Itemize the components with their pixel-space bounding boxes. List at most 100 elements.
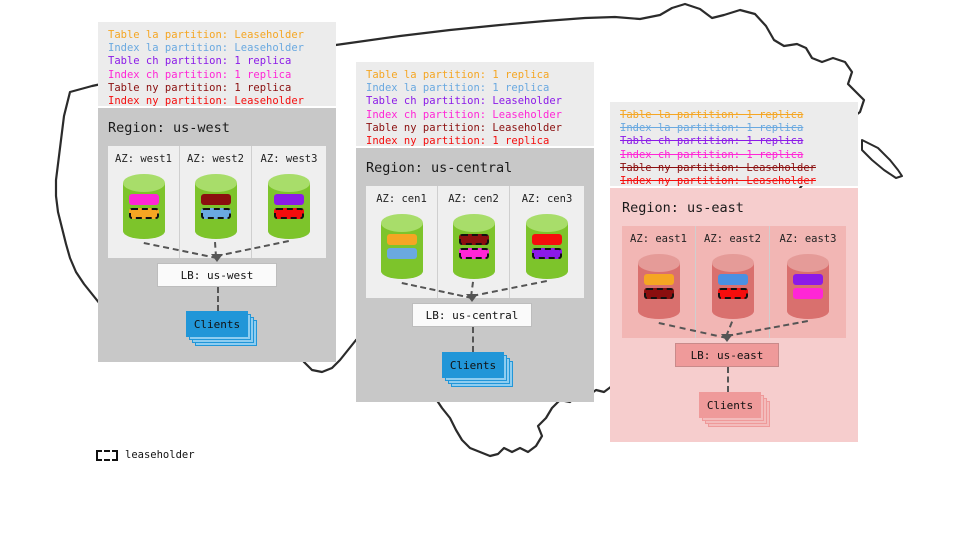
database-node-icon — [787, 254, 829, 319]
clients-stack-us-central[interactable]: Clients — [442, 352, 514, 388]
database-node-icon — [380, 214, 423, 279]
az-cell-west1[interactable]: AZ: west1 — [108, 146, 180, 258]
region-title-us-east: Region: us-east — [622, 200, 744, 216]
replica-table-ch-leaseholder — [532, 248, 562, 259]
replica-stripes — [200, 194, 231, 219]
az-cell-east3[interactable]: AZ: east3 — [770, 226, 846, 338]
replica-table-ny-leaseholder — [643, 288, 674, 299]
lb-to-clients-connector — [472, 327, 474, 352]
replica-table-ch — [274, 194, 304, 205]
replica-index-ch-leaseholder — [458, 248, 489, 259]
replica-stripes — [274, 194, 304, 219]
replica-stripes — [532, 234, 562, 259]
cylinder-top — [380, 214, 423, 232]
clients-box-us-central[interactable]: Clients — [442, 352, 504, 378]
partition-info-box-us-east: Table la partition: 1 replica Index la pa… — [610, 102, 858, 188]
lb-arrow-icon — [466, 294, 478, 302]
lb-to-clients-connector — [727, 367, 729, 392]
database-node-icon — [194, 174, 237, 239]
lb-to-clients-connector — [217, 287, 219, 311]
replica-index-la — [717, 274, 748, 285]
partition-info-line: Index la partition: 1 replica — [366, 82, 550, 95]
partition-info-line: Index ny partition: 1 replica — [366, 135, 550, 148]
database-node-icon — [526, 214, 568, 279]
az-cell-cen3[interactable]: AZ: cen3 — [510, 186, 584, 298]
clients-box-us-east[interactable]: Clients — [699, 392, 761, 418]
partition-info-line: Table la partition: 1 replica — [366, 69, 550, 81]
az-cell-east1[interactable]: AZ: east1 — [622, 226, 696, 338]
replica-index-ch — [793, 288, 823, 299]
az-row-us-east: AZ: east1 AZ: east2 AZ: east3 — [622, 226, 846, 338]
az-cell-cen2[interactable]: AZ: cen2 — [438, 186, 510, 298]
region-title-us-west: Region: us-west — [108, 120, 230, 136]
load-balancer-us-west[interactable]: LB: us-west — [157, 263, 277, 287]
cylinder-top — [526, 214, 568, 232]
az-label: AZ: cen2 — [448, 193, 499, 205]
replica-index-ny-leaseholder — [274, 208, 304, 219]
replica-stripes — [643, 274, 674, 299]
partition-info-line: Table ch partition: Leaseholder — [366, 95, 562, 108]
replica-index-ny — [532, 234, 562, 245]
replica-table-ny — [200, 194, 231, 205]
replica-index-ny-leaseholder — [717, 288, 748, 299]
az-label: AZ: west3 — [260, 153, 318, 165]
partition-info-box-us-west: Table la partition: Leaseholder Index la … — [98, 22, 336, 108]
replica-table-la — [386, 234, 417, 245]
az-label: AZ: cen3 — [521, 193, 573, 205]
partition-info-line: Table ny partition: Leaseholder — [620, 161, 816, 174]
replica-index-la-leaseholder — [200, 208, 231, 219]
partition-info-line: Index ch partition: Leaseholder — [366, 108, 562, 121]
partition-info-line: Index ch partition: 1 replica — [620, 148, 804, 161]
replica-stripes — [717, 274, 748, 299]
cylinder-top — [637, 254, 680, 272]
partition-info-line: Table ny partition: Leaseholder — [366, 121, 562, 134]
clients-stack-us-west[interactable]: Clients — [186, 311, 258, 347]
replica-stripes — [458, 234, 489, 259]
cylinder-top — [122, 174, 165, 192]
clients-stack-us-east[interactable]: Clients — [699, 392, 771, 428]
replica-stripes — [128, 194, 159, 219]
az-cell-west2[interactable]: AZ: west2 — [180, 146, 252, 258]
partition-info-line: Index ny partition: Leaseholder — [620, 175, 816, 188]
us-map-detail-cape — [861, 139, 903, 179]
cylinder-top — [194, 174, 237, 192]
az-label: AZ: east3 — [779, 233, 837, 245]
replica-table-ch — [793, 274, 823, 285]
database-node-icon — [122, 174, 165, 239]
partition-info-line: Table ch partition: 1 replica — [108, 55, 292, 68]
region-title-us-central: Region: us-central — [366, 160, 513, 176]
database-node-icon — [452, 214, 495, 279]
az-cell-east2[interactable]: AZ: east2 — [696, 226, 770, 338]
lb-arrow-icon — [721, 334, 733, 342]
clients-box-us-west[interactable]: Clients — [186, 311, 248, 337]
replica-table-la — [643, 274, 674, 285]
partition-info-line: Table ny partition: 1 replica — [108, 81, 292, 94]
leaseholder-swatch-icon — [96, 449, 118, 461]
partition-info-line: Index ch partition: 1 replica — [108, 68, 292, 81]
legend: leaseholder — [96, 449, 195, 461]
replica-index-la — [386, 248, 417, 259]
partition-info-line: Index ny partition: Leaseholder — [108, 95, 304, 108]
az-cell-west3[interactable]: AZ: west3 — [252, 146, 326, 258]
az-label: AZ: east1 — [630, 233, 687, 245]
replica-stripes — [386, 234, 417, 259]
az-label: AZ: cen1 — [376, 193, 427, 205]
partition-info-line: Table la partition: Leaseholder — [108, 29, 304, 41]
cylinder-top — [787, 254, 829, 272]
az-cell-cen1[interactable]: AZ: cen1 — [366, 186, 438, 298]
partition-info-line: Table la partition: 1 replica — [620, 109, 804, 121]
database-node-icon — [637, 254, 680, 319]
az-label: AZ: east2 — [704, 233, 761, 245]
replica-index-ch — [128, 194, 159, 205]
az-row-us-central: AZ: cen1 AZ: cen2 AZ: cen3 — [366, 186, 584, 298]
load-balancer-us-east[interactable]: LB: us-east — [675, 343, 779, 367]
partition-info-line: Index la partition: 1 replica — [620, 122, 804, 135]
database-node-icon — [268, 174, 310, 239]
az-label: AZ: west2 — [187, 153, 244, 165]
database-node-icon — [711, 254, 754, 319]
cylinder-top — [268, 174, 310, 192]
legend-label: leaseholder — [125, 449, 195, 461]
load-balancer-us-central[interactable]: LB: us-central — [412, 303, 532, 327]
partition-info-box-us-central: Table la partition: 1 replica Index la pa… — [356, 62, 594, 148]
replica-table-ny-leaseholder — [458, 234, 489, 245]
